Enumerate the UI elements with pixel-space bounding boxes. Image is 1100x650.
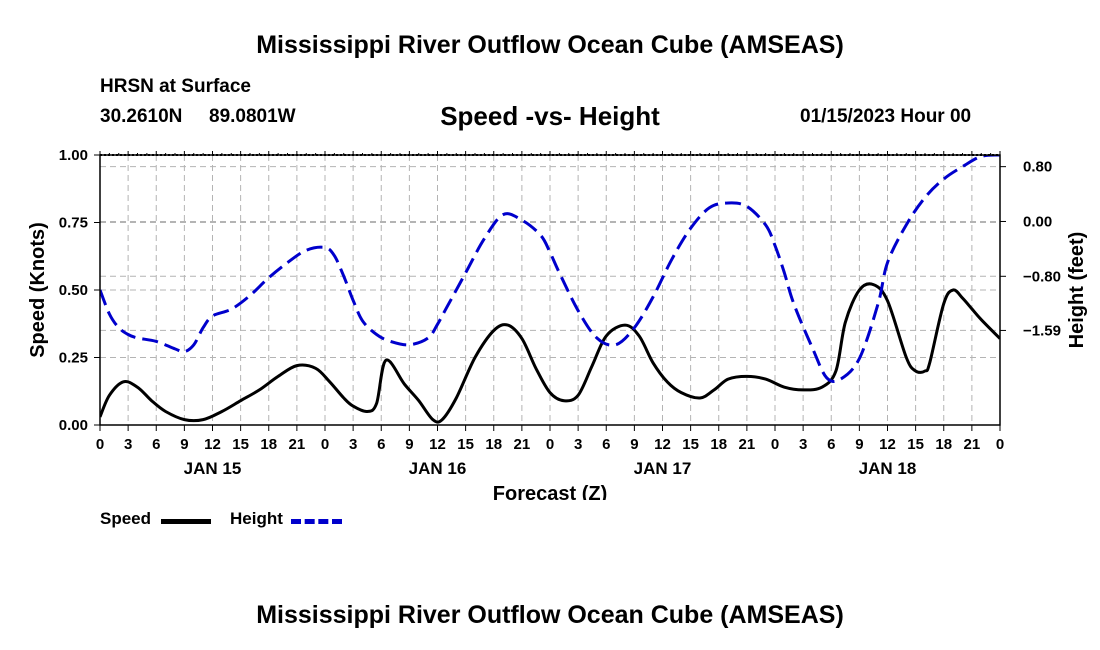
- station-lat: 30.2610N: [100, 106, 183, 127]
- x-tick-label: 15: [682, 436, 699, 453]
- legend-speed-swatch: [161, 519, 211, 524]
- x-tick-label: 3: [574, 436, 582, 453]
- x-day-label: JAN 16: [409, 459, 467, 478]
- x-tick-label: 0: [546, 436, 554, 453]
- chart-title: Speed -vs- Height: [440, 101, 660, 131]
- x-day-label: JAN 18: [859, 459, 917, 478]
- x-tick-label: 0: [771, 436, 779, 453]
- y-tick-label: 0.00: [59, 417, 88, 434]
- x-tick-label: 18: [260, 436, 277, 453]
- y-tick-label: 0.75: [59, 215, 88, 232]
- x-axis-title: Forecast (Z): [493, 483, 607, 500]
- x-tick-label: 12: [429, 436, 446, 453]
- x-tick-label: 3: [799, 436, 807, 453]
- x-tick-label: 12: [654, 436, 671, 453]
- x-tick-label: 6: [602, 436, 610, 453]
- x-tick-label: 15: [457, 436, 474, 453]
- page-title: Mississippi River Outflow Ocean Cube (AM…: [256, 31, 844, 59]
- y2-tick-label: 0.00: [1023, 213, 1052, 230]
- x-tick-label: 21: [964, 436, 981, 453]
- height-series-line: [100, 155, 1000, 384]
- legend-height-label: Height: [230, 509, 283, 528]
- run-time: 01/15/2023 Hour 00: [800, 106, 972, 127]
- x-tick-label: 0: [96, 436, 104, 453]
- y2-tick-label: 0.80: [1023, 159, 1052, 176]
- speed-series-line: [100, 282, 1000, 424]
- x-tick-label: 9: [855, 436, 863, 453]
- x-tick-label: 21: [289, 436, 306, 453]
- x-tick-label: 12: [879, 436, 896, 453]
- x-tick-label: 9: [180, 436, 188, 453]
- y2-axis-title: Height (feet): [1066, 232, 1088, 349]
- legend-height-swatch: [291, 519, 342, 524]
- x-tick-label: 15: [232, 436, 249, 453]
- y-tick-label: 1.00: [59, 147, 88, 164]
- x-tick-label: 9: [405, 436, 413, 453]
- x-tick-label: 21: [739, 436, 756, 453]
- x-tick-label: 15: [907, 436, 924, 453]
- y-tick-label: 0.50: [59, 282, 88, 299]
- x-tick-label: 6: [827, 436, 835, 453]
- speed-height-chart: 0 3 6 9 12 15 18 21 0 3 6 9 12 15 18 21 0 3 6 9 12 15 18 21 0 3 6 9…: [27, 147, 1088, 500]
- station-name: HRSN at Surface: [100, 76, 251, 97]
- legend-speed-label: Speed: [100, 509, 152, 528]
- y-axis-title: Speed (Knots): [27, 222, 49, 358]
- x-tick-label: 3: [124, 436, 132, 453]
- x-tick-label: 18: [935, 436, 952, 453]
- x-tick-label: 0: [321, 436, 329, 453]
- x-tick-label: 6: [377, 436, 385, 453]
- x-tick-label: 6: [152, 436, 160, 453]
- x-tick-label: 21: [514, 436, 531, 453]
- x-tick-label: 12: [204, 436, 221, 453]
- x-tick-label: 18: [485, 436, 502, 453]
- x-tick-label: 9: [630, 436, 638, 453]
- footer-title: Mississippi River Outflow Ocean Cube (AM…: [256, 601, 844, 629]
- station-lon: 89.0801W: [209, 106, 296, 127]
- x-tick-label: 0: [996, 436, 1004, 453]
- y2-tick-label: −1.59: [1023, 322, 1061, 339]
- x-tick-label: 18: [710, 436, 727, 453]
- x-day-label: JAN 17: [634, 459, 692, 478]
- x-day-label: JAN 15: [184, 459, 242, 478]
- x-tick-label: 3: [349, 436, 357, 453]
- y-tick-label: 0.25: [59, 350, 88, 367]
- y2-tick-label: −0.80: [1023, 268, 1061, 285]
